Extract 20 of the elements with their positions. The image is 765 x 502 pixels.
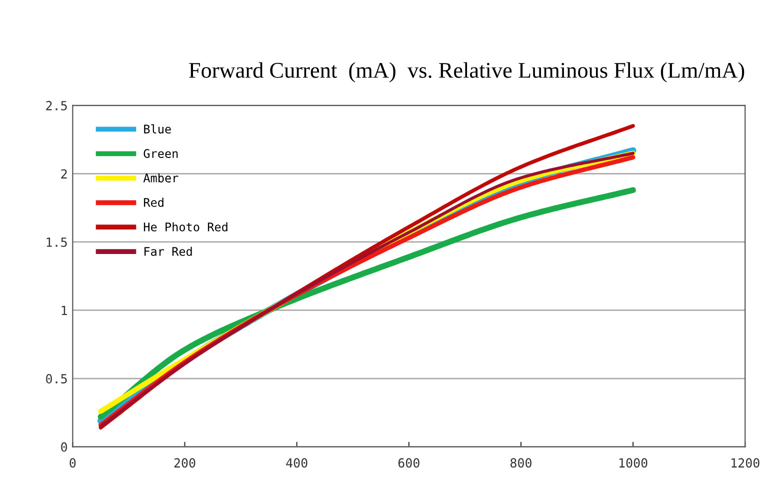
x-tick-label: 800 [510, 458, 532, 468]
y-tick-label: 0.5 [46, 374, 67, 384]
x-tick-label: 200 [174, 458, 196, 468]
x-tick-label: 0 [70, 458, 76, 468]
y-tick-label: 2.5 [46, 100, 67, 110]
y-tick-label: 2 [61, 169, 67, 178]
y-tick-label: 0 [61, 442, 68, 452]
x-tick-label: 400 [286, 458, 308, 468]
legend-label: Far Red [144, 246, 192, 256]
legend-label: Blue [144, 124, 171, 134]
legend-label: Red [144, 198, 164, 207]
x-tick-label: 1000 [619, 458, 648, 468]
legend-label: Green [144, 149, 178, 158]
chart-title: Forward Current (mA) vs. Relative Luminous Flux (Lm/mA) [189, 62, 744, 82]
legend-label: Amber [143, 173, 178, 182]
y-tick-label: 1 [62, 306, 67, 316]
x-tick-label: 600 [398, 458, 420, 468]
legend-label: He Photo Red [144, 222, 228, 232]
x-tick-label: 1200 [732, 458, 760, 468]
y-tick-label: 1.5 [46, 238, 67, 247]
